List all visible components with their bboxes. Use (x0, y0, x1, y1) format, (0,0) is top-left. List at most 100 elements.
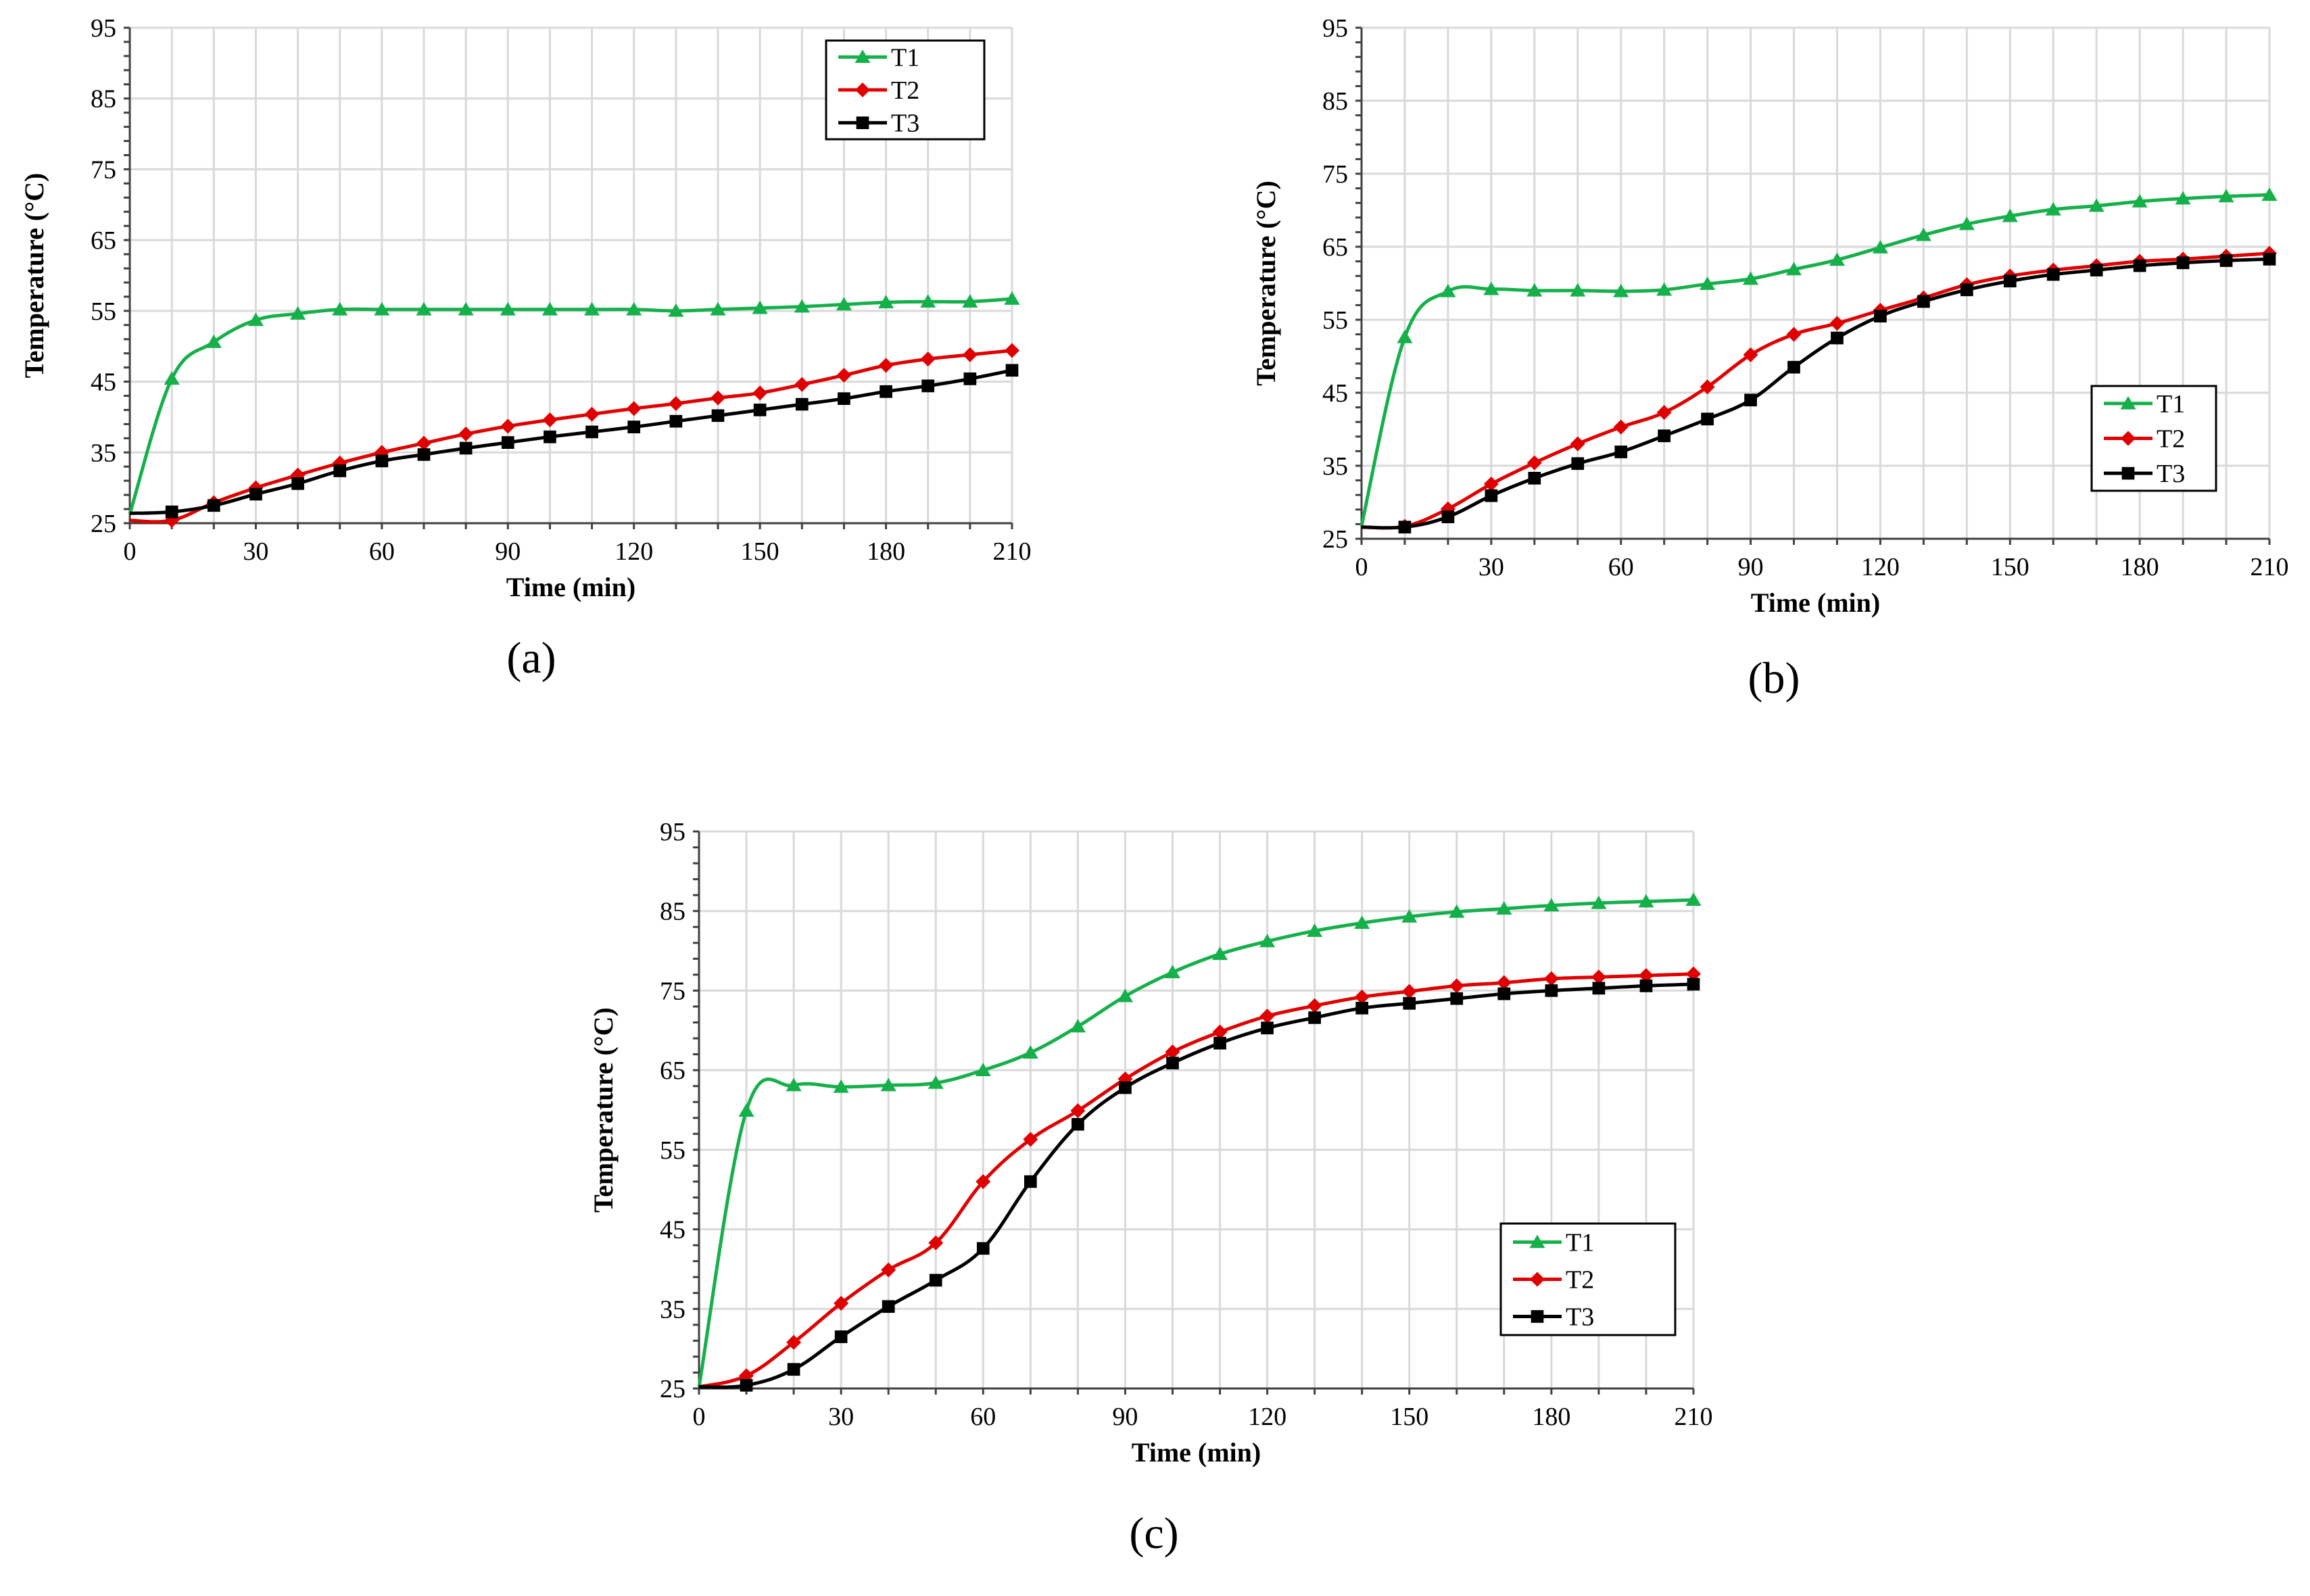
data-point-t3 (787, 1363, 800, 1376)
series-line-t1 (128, 297, 1013, 515)
x-tick-label: 150 (741, 537, 779, 566)
x-tick-label: 0 (693, 1403, 706, 1431)
data-point-t3 (1261, 1021, 1274, 1035)
data-point-t1 (1259, 934, 1276, 948)
data-point-t3 (627, 420, 641, 433)
x-tick-label: 150 (1390, 1403, 1428, 1431)
data-point-t1 (332, 301, 348, 316)
data-point-t2 (1700, 379, 1715, 395)
data-point-t1 (2175, 191, 2191, 205)
data-point-t2 (878, 358, 894, 373)
data-point-t2 (1638, 968, 1654, 984)
y-tick-label: 95 (1322, 14, 1348, 43)
data-point-t3 (1831, 331, 1844, 345)
data-point-t2 (668, 396, 683, 412)
data-point-t3 (1441, 510, 1455, 523)
data-point-t2 (1023, 1132, 1038, 1147)
y-tick-label: 95 (91, 14, 116, 43)
data-point-t2 (1449, 978, 1464, 994)
data-point-t1 (1526, 283, 1543, 297)
data-point-t3 (2219, 254, 2233, 267)
data-point-t1 (786, 1078, 802, 1092)
y-tick-label: 65 (660, 1057, 685, 1085)
y-tick-label: 45 (660, 1216, 685, 1244)
data-point-t3 (1497, 987, 1511, 1000)
data-point-t2 (928, 1235, 944, 1251)
legend-marker-t3 (856, 116, 869, 130)
data-point-t3 (2046, 268, 2060, 281)
data-point-t3 (1403, 996, 1416, 1010)
data-point-t1 (794, 299, 810, 313)
data-point-t1 (752, 300, 768, 314)
series-line-t2 (1361, 251, 2270, 530)
series-line-t3 (1361, 257, 2270, 530)
data-point-t1 (1022, 1045, 1038, 1059)
data-point-t2 (1829, 316, 1845, 331)
data-point-t1 (1401, 909, 1418, 923)
x-tick-label: 210 (1675, 1403, 1713, 1431)
legend-label-t2: T2 (1566, 1266, 1594, 1295)
legend-label-t2: T2 (2157, 425, 2185, 454)
data-point-t3 (2133, 259, 2146, 272)
panel-label: (a) (506, 633, 556, 683)
data-point-t2 (584, 406, 600, 422)
data-point-t2 (1307, 998, 1322, 1013)
data-point-t3 (880, 385, 892, 398)
data-point-t2 (1570, 436, 1585, 452)
legend-marker-t1 (1529, 1234, 1545, 1249)
data-point-t3 (1528, 472, 1541, 485)
data-point-t3 (1450, 992, 1464, 1005)
data-point-t1 (1069, 1019, 1086, 1033)
data-point-t3 (1639, 980, 1653, 992)
data-point-t1 (962, 294, 978, 308)
y-tick-label: 55 (660, 1136, 685, 1165)
panel-label: (c) (1129, 1509, 1178, 1558)
data-point-t2 (794, 377, 810, 392)
data-point-t1 (1785, 262, 1802, 276)
data-point-t2 (458, 427, 474, 442)
x-tick-label: 210 (2251, 553, 2289, 581)
data-point-t2 (711, 390, 725, 406)
data-point-t2 (1165, 1044, 1180, 1060)
data-point-t1 (542, 301, 558, 316)
series-line-t1 (697, 898, 1694, 1388)
data-point-t3 (1592, 982, 1606, 995)
data-point-t3 (1545, 984, 1558, 997)
data-point-t1 (1685, 892, 1702, 906)
data-point-t3 (1166, 1057, 1179, 1069)
series-line-t3 (129, 368, 1013, 515)
data-point-t1 (1449, 904, 1465, 918)
data-point-t3 (1308, 1011, 1321, 1024)
y-tick-label: 45 (91, 368, 116, 397)
legend-label-t2: T2 (891, 76, 919, 105)
data-point-t3 (929, 1274, 942, 1287)
y-axis-title: Temperature (°C) (19, 173, 49, 379)
data-point-t1 (1354, 915, 1370, 929)
data-point-t2 (1786, 327, 1802, 342)
x-tick-label: 180 (1532, 1403, 1570, 1431)
data-point-t2 (1259, 1009, 1275, 1024)
data-point-t2 (786, 1334, 802, 1350)
data-point-t1 (1638, 894, 1654, 908)
data-point-t2 (920, 352, 936, 367)
data-point-t2 (834, 1296, 849, 1311)
data-point-t3 (1213, 1036, 1226, 1050)
data-point-t1 (1743, 271, 1759, 285)
data-point-t1 (1496, 901, 1512, 915)
y-tick-label: 35 (1322, 452, 1348, 481)
data-point-t3 (711, 409, 725, 422)
data-point-t2 (416, 435, 431, 451)
y-tick-label: 85 (1322, 87, 1348, 116)
data-point-t2 (752, 385, 768, 401)
data-point-t1 (1915, 227, 1931, 241)
legend-label-t1: T1 (891, 43, 919, 72)
data-point-t1 (1483, 281, 1499, 295)
data-point-t3 (2090, 264, 2103, 276)
y-tick-label: 65 (91, 226, 116, 255)
data-point-t2 (500, 418, 516, 434)
chart-c: 0 30 60 90 120 150 180 210 25 35 45 55 65 75 85 95 Time … (588, 818, 1713, 1558)
x-tick-label: 210 (993, 537, 1032, 566)
data-point-t2 (1483, 477, 1499, 491)
data-point-t1 (1570, 283, 1586, 297)
